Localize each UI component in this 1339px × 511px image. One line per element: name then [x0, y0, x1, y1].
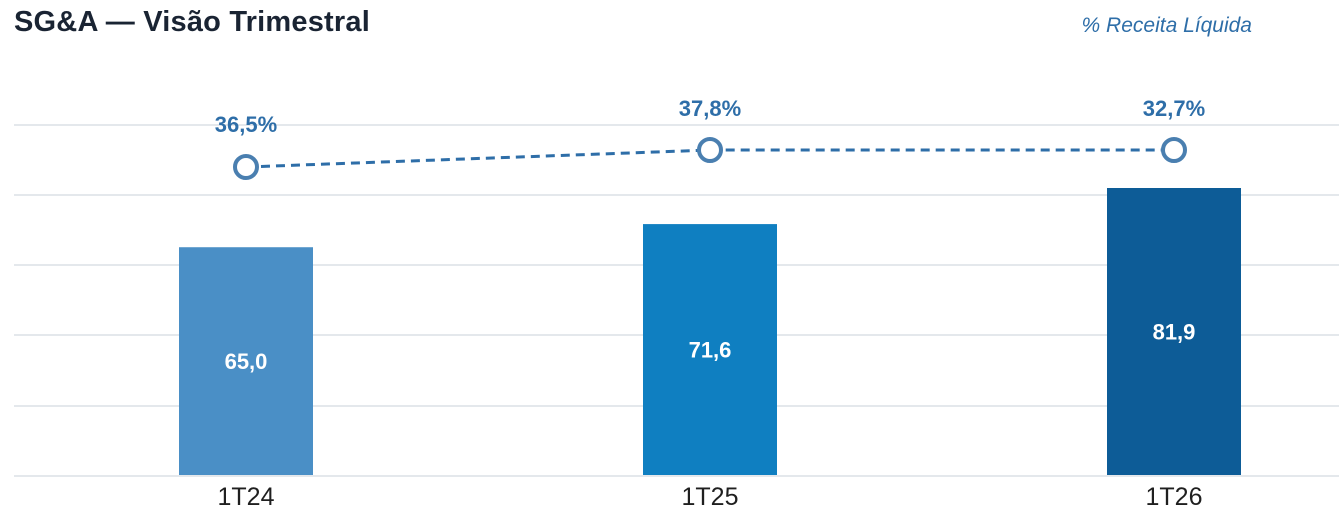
pct-point [697, 137, 723, 163]
bar-1T24 [179, 247, 313, 475]
pct-point [233, 154, 259, 180]
labels: 65,0 1T24 71,6 1T25 81,9 1T26 36,5% 37,8% 32,7% [215, 96, 1205, 511]
bar-value-label: 81,9 [1153, 320, 1196, 345]
pct-value-label: 37,8% [679, 96, 741, 121]
chart-subtitle: % Receita Líquida [1081, 14, 1252, 37]
pct-point [1161, 137, 1187, 163]
bar-1T26 [1107, 188, 1241, 475]
bars [179, 188, 1241, 475]
bar-1T25 [643, 224, 777, 475]
pct-line [233, 137, 1187, 180]
pct-value-label: 32,7% [1143, 96, 1205, 121]
category-label: 1T24 [218, 483, 275, 511]
pct-value-label: 36,5% [215, 112, 277, 137]
pct-line-path [245, 148, 1174, 169]
category-label: 1T26 [1146, 483, 1203, 511]
category-label: 1T25 [682, 483, 739, 511]
bar-value-label: 65,0 [225, 349, 268, 374]
chart-title: SG&A — Visão Trimestral [14, 6, 370, 38]
bar-value-label: 71,6 [689, 338, 732, 363]
